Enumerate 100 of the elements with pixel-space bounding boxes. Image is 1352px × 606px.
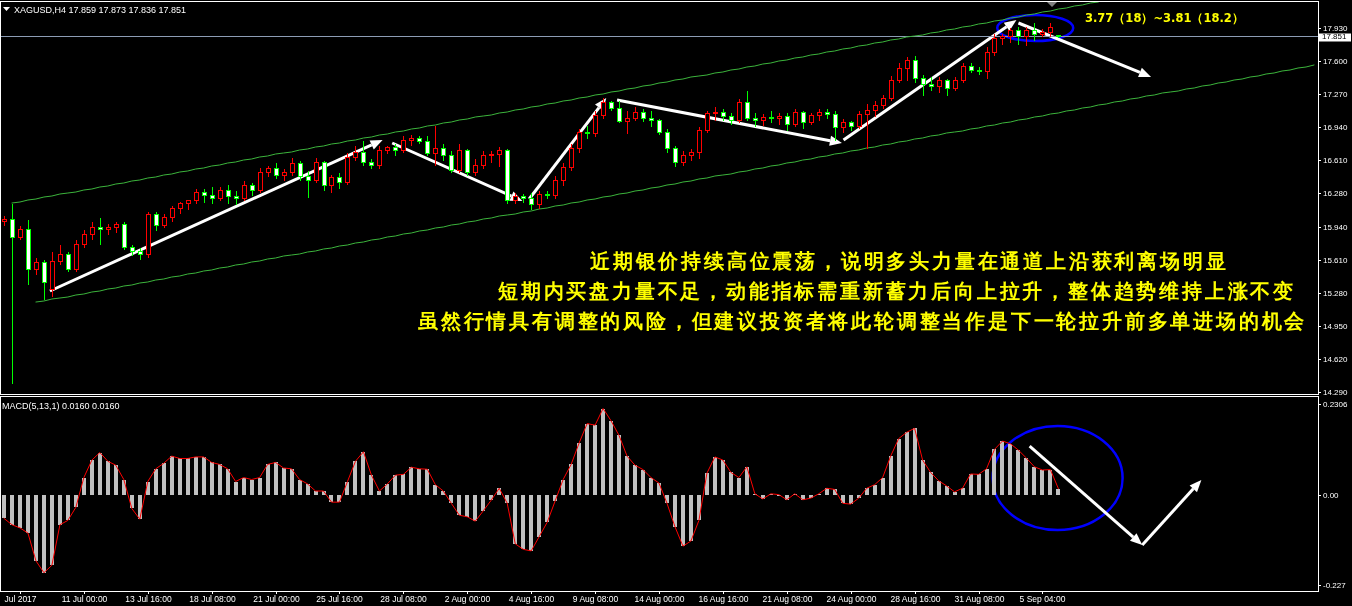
candlestick [226,184,231,204]
candlestick [849,120,854,131]
bar [481,494,485,511]
candlestick [777,112,782,125]
bar [609,420,613,495]
bar [242,477,246,495]
bar [577,443,581,495]
candlestick [18,225,23,240]
candlestick [481,150,486,169]
candlestick [369,158,374,169]
bar [1056,488,1060,495]
bar [1008,443,1012,495]
candlestick [1048,22,1053,37]
bar [721,460,725,495]
candlestick [833,110,838,141]
line-series [35,64,1315,303]
x-tick-label: 4 Aug 16:00 [508,594,555,604]
candlestick [138,247,143,260]
candlestick [162,213,167,228]
bar [593,425,597,495]
candlestick [905,56,910,81]
candlestick [929,76,934,91]
bar [961,488,965,495]
candlestick [497,146,502,167]
candlestick [913,55,918,83]
candlestick [1032,22,1037,41]
x-tick-label: Jul 2017 [4,594,37,604]
candlestick [242,180,247,201]
candlestick [753,112,758,127]
candlestick [553,175,558,199]
candlestick [42,259,47,300]
bar [258,477,262,495]
candlestick [865,103,870,149]
candlestick [705,110,710,133]
x-tick-label: 16 Aug 16:00 [698,594,749,604]
candlestick [1056,34,1061,38]
bar [409,467,413,495]
bar [393,475,397,495]
candlestick [329,174,334,193]
candlestick [393,143,398,156]
candlestick [122,221,127,250]
candlestick [617,100,622,123]
y-tick-label: 0.2306 [1323,400,1349,410]
y-tick-label: -0.227 [1323,581,1347,591]
bar [473,494,477,522]
candlestick [649,110,654,127]
candlestick [433,125,438,166]
y-tick-label: 14.620 [1323,355,1349,365]
candlestick [266,165,271,177]
candlestick [569,143,574,171]
candlestick [969,62,974,73]
candlestick [34,257,39,275]
candlestick [737,98,742,123]
bar [521,494,525,550]
candlestick [961,62,966,83]
candlestick [841,118,846,133]
bar [729,472,733,495]
x-tick-label: 18 Jul 08:00 [189,594,236,604]
candlestick [697,126,702,159]
x-tick-label: 28 Jul 08:00 [380,594,427,604]
candlestick [58,244,63,265]
bar [673,494,677,527]
bar [953,491,957,495]
bar [218,464,222,495]
bar [194,456,198,495]
candlestick [609,100,614,111]
bar [266,464,270,495]
bar [945,485,949,495]
bar [98,452,102,495]
candlestick [106,223,111,235]
bar [737,477,741,495]
candlestick [897,62,902,83]
candlestick [545,190,550,199]
bar [26,494,30,534]
candlestick [274,162,279,179]
bar [905,432,909,495]
candlestick [793,108,798,127]
candlestick [601,97,606,119]
candlestick [2,215,7,226]
bar [889,456,893,495]
bar [106,461,110,495]
candlestick [825,108,830,119]
candlestick [322,160,327,191]
candlestick [529,192,534,210]
candlestick [234,190,239,205]
annotation: 3.77（18）~3.81（18.2） [1085,11,1244,25]
bar [617,435,621,495]
chart-title: MACD(5,13,1) 0.0160 0.0160 [2,401,120,411]
candlestick [681,150,686,166]
bar [162,463,166,495]
candlestick [977,66,982,75]
bar [186,458,190,495]
candlestick [985,46,990,79]
candlestick [345,152,350,185]
candlestick [449,150,454,173]
bar [234,481,238,495]
bar [298,479,302,495]
candlestick [505,148,510,204]
bar [433,484,437,495]
candlestick [473,158,478,176]
